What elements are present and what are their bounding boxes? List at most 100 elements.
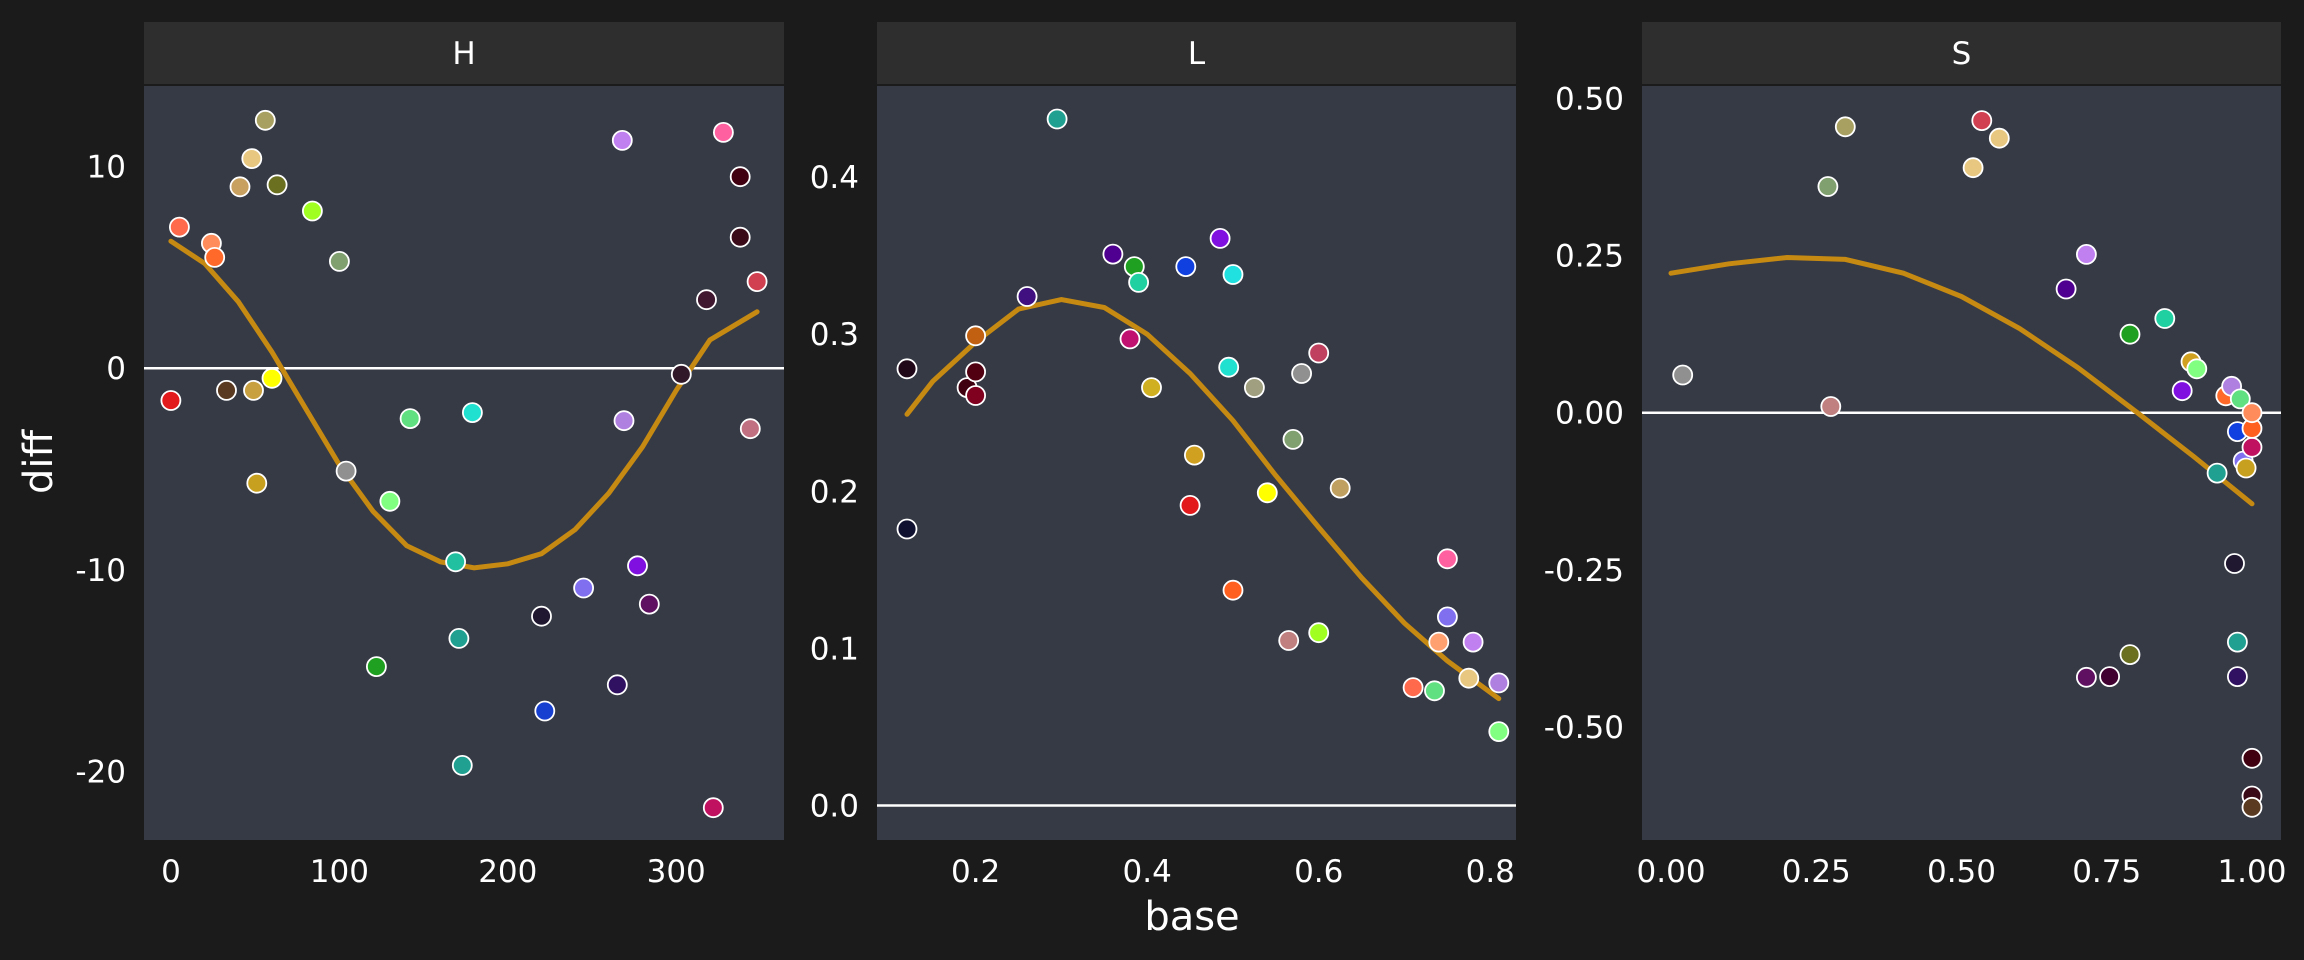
data-point — [611, 129, 633, 151]
data-point — [1222, 579, 1244, 601]
data-point — [702, 797, 724, 819]
data-point — [246, 472, 268, 494]
data-point — [1971, 110, 1993, 131]
data-point — [365, 656, 387, 677]
y-tick-label: -0.25 — [1544, 553, 1624, 589]
data-point — [696, 289, 717, 311]
data-point — [1291, 363, 1312, 384]
data-point — [965, 385, 986, 406]
data-point — [1119, 328, 1141, 350]
data-point — [638, 593, 660, 615]
data-point — [335, 460, 357, 482]
data-point — [1175, 256, 1197, 278]
panel-background — [144, 86, 784, 840]
data-point — [729, 226, 751, 248]
data-point — [2226, 666, 2248, 687]
x-axis-title: base — [1144, 894, 1239, 940]
data-point — [1218, 356, 1240, 378]
y-tick-label: 10 — [87, 150, 126, 186]
data-point — [729, 166, 751, 188]
data-point — [2186, 358, 2208, 380]
data-point — [1488, 721, 1510, 742]
data-point — [1256, 482, 1278, 504]
data-point — [1437, 548, 1458, 570]
facet-strip — [144, 22, 784, 84]
data-point — [461, 402, 483, 424]
data-point — [1128, 271, 1149, 293]
data-point — [1437, 606, 1458, 628]
data-point — [448, 628, 470, 649]
data-point — [1962, 157, 1984, 179]
data-point — [1244, 377, 1265, 399]
data-point — [1278, 630, 1300, 651]
data-point — [534, 700, 556, 722]
data-point — [1817, 176, 1839, 197]
y-tick-label: 0.25 — [1555, 239, 1624, 275]
data-point — [160, 390, 182, 411]
data-point — [243, 379, 264, 401]
data-point — [1988, 127, 2010, 149]
data-point — [1458, 667, 1480, 689]
data-point — [1834, 116, 1856, 138]
y-tick-label: 0.2 — [810, 474, 859, 510]
x-tick-label: 0.75 — [2072, 854, 2141, 890]
x-tick-label: 0.4 — [1123, 854, 1172, 890]
data-point — [2099, 666, 2121, 687]
data-point — [2206, 462, 2228, 484]
data-point — [2235, 457, 2257, 479]
data-point — [746, 271, 768, 293]
data-point — [2241, 436, 2263, 458]
y-tick-label: 0 — [106, 351, 126, 387]
data-point — [2241, 796, 2263, 818]
y-axis-title: diff — [16, 429, 62, 495]
x-tick-label: 300 — [647, 854, 706, 890]
x-tick-label: 0.50 — [1927, 854, 1996, 890]
facet-strip-label: H — [452, 36, 475, 72]
x-tick-label: 0.00 — [1637, 854, 1706, 890]
data-point — [739, 418, 761, 440]
data-point — [713, 121, 734, 143]
data-point — [1222, 264, 1244, 285]
x-tick-label: 0.6 — [1294, 854, 1343, 890]
data-point — [1308, 622, 1330, 644]
y-tick-label: -10 — [75, 553, 126, 589]
data-point — [2055, 278, 2077, 300]
data-point — [1308, 342, 1330, 364]
data-point — [1820, 396, 1842, 417]
data-point — [2226, 631, 2248, 653]
data-point — [445, 551, 467, 573]
data-point — [670, 363, 692, 385]
data-point — [1424, 680, 1445, 702]
data-point — [573, 577, 594, 599]
data-point — [261, 367, 283, 389]
data-point — [613, 410, 635, 432]
data-point — [229, 176, 251, 198]
data-point — [1402, 677, 1424, 698]
data-point — [379, 490, 401, 512]
y-tick-label: 0.1 — [810, 631, 859, 667]
data-point — [451, 755, 473, 776]
data-point — [2075, 666, 2097, 688]
data-point — [2229, 388, 2251, 410]
data-point — [204, 246, 226, 268]
data-point — [2241, 402, 2263, 424]
data-point — [965, 325, 986, 347]
data-point — [328, 250, 350, 272]
data-point — [606, 674, 628, 696]
data-point — [216, 379, 237, 401]
facet-strip — [877, 22, 1516, 84]
data-point — [2241, 747, 2263, 769]
data-point — [266, 174, 288, 196]
data-point — [241, 148, 263, 170]
data-point — [1141, 377, 1162, 399]
panel-L: L 0.2 0.4 0.6 0.8 0.0 0.1 0.2 0.3 0.4 — [810, 22, 1516, 890]
data-point — [254, 109, 276, 131]
data-point — [1179, 494, 1201, 516]
x-tick-label: 0.8 — [1466, 854, 1515, 890]
data-point — [1184, 444, 1205, 466]
panel-S: S 0.00 0.25 0.50 0.75 1.00 -0.50 -0.25 0.00 0.25 0… — [1544, 22, 2286, 890]
smooth-line — [904, 297, 1502, 702]
data-point — [1046, 108, 1068, 130]
data-point — [1462, 631, 1484, 653]
data-point — [1672, 364, 1694, 386]
